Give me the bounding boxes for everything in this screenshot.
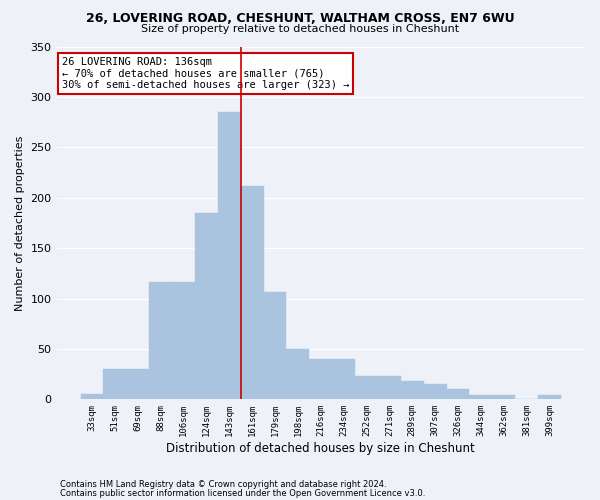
- Text: Contains public sector information licensed under the Open Government Licence v3: Contains public sector information licen…: [60, 488, 425, 498]
- Bar: [401, 381, 424, 400]
- Bar: [424, 384, 446, 400]
- Bar: [103, 369, 127, 400]
- Text: 26 LOVERING ROAD: 136sqm
← 70% of detached houses are smaller (765)
30% of semi-: 26 LOVERING ROAD: 136sqm ← 70% of detach…: [62, 57, 349, 90]
- Y-axis label: Number of detached properties: Number of detached properties: [15, 135, 25, 310]
- Text: 26, LOVERING ROAD, CHESHUNT, WALTHAM CROSS, EN7 6WU: 26, LOVERING ROAD, CHESHUNT, WALTHAM CRO…: [86, 12, 514, 26]
- Bar: [263, 292, 286, 400]
- Text: Contains HM Land Registry data © Crown copyright and database right 2024.: Contains HM Land Registry data © Crown c…: [60, 480, 386, 489]
- Bar: [149, 282, 172, 400]
- Bar: [241, 186, 263, 400]
- X-axis label: Distribution of detached houses by size in Cheshunt: Distribution of detached houses by size …: [166, 442, 475, 455]
- Bar: [332, 359, 355, 400]
- Bar: [446, 390, 469, 400]
- Bar: [538, 396, 561, 400]
- Bar: [127, 369, 149, 400]
- Text: Size of property relative to detached houses in Cheshunt: Size of property relative to detached ho…: [141, 24, 459, 34]
- Bar: [310, 359, 332, 400]
- Bar: [493, 396, 515, 400]
- Bar: [286, 349, 310, 400]
- Bar: [80, 394, 103, 400]
- Bar: [355, 376, 378, 400]
- Bar: [195, 213, 218, 400]
- Bar: [172, 282, 195, 400]
- Bar: [218, 112, 241, 400]
- Bar: [378, 376, 401, 400]
- Bar: [469, 396, 493, 400]
